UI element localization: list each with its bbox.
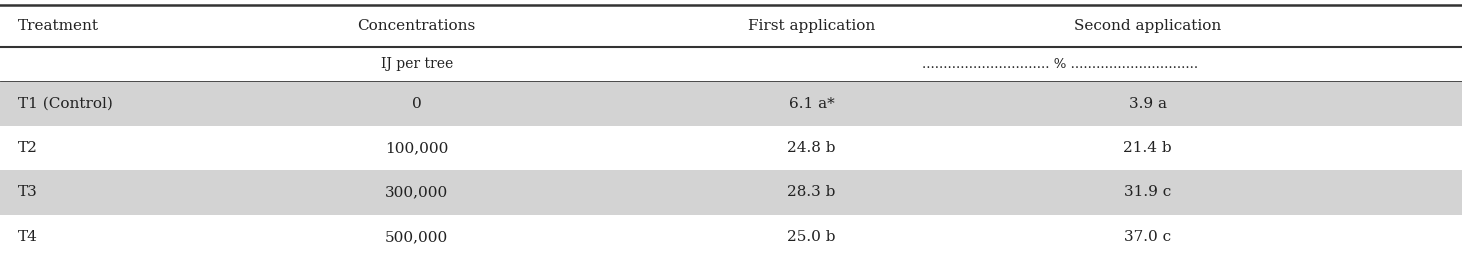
Text: 25.0 b: 25.0 b <box>787 230 836 244</box>
Text: 21.4 b: 21.4 b <box>1123 141 1173 155</box>
Text: 24.8 b: 24.8 b <box>787 141 836 155</box>
Text: 37.0 c: 37.0 c <box>1124 230 1171 244</box>
Text: T2: T2 <box>18 141 38 155</box>
Text: 6.1 a*: 6.1 a* <box>788 97 835 110</box>
Bar <box>0 170 1462 215</box>
Text: 31.9 c: 31.9 c <box>1124 185 1171 199</box>
Text: Second application: Second application <box>1075 19 1221 33</box>
Text: 100,000: 100,000 <box>385 141 449 155</box>
Text: 28.3 b: 28.3 b <box>787 185 836 199</box>
Text: 3.9 a: 3.9 a <box>1129 97 1167 110</box>
Text: Concentrations: Concentrations <box>358 19 475 33</box>
Text: 0: 0 <box>412 97 421 110</box>
Text: 300,000: 300,000 <box>385 185 449 199</box>
Bar <box>0 5 1462 47</box>
Bar <box>0 126 1462 170</box>
Text: IJ per tree: IJ per tree <box>380 57 453 71</box>
Text: 500,000: 500,000 <box>385 230 449 244</box>
Bar <box>0 81 1462 126</box>
Text: Treatment: Treatment <box>18 19 98 33</box>
Text: First application: First application <box>747 19 876 33</box>
Text: T1 (Control): T1 (Control) <box>18 97 113 110</box>
Text: T3: T3 <box>18 185 38 199</box>
Bar <box>0 215 1462 254</box>
Text: T4: T4 <box>18 230 38 244</box>
Bar <box>0 47 1462 81</box>
Text: .............................. % ..............................: .............................. % .......… <box>923 58 1197 71</box>
